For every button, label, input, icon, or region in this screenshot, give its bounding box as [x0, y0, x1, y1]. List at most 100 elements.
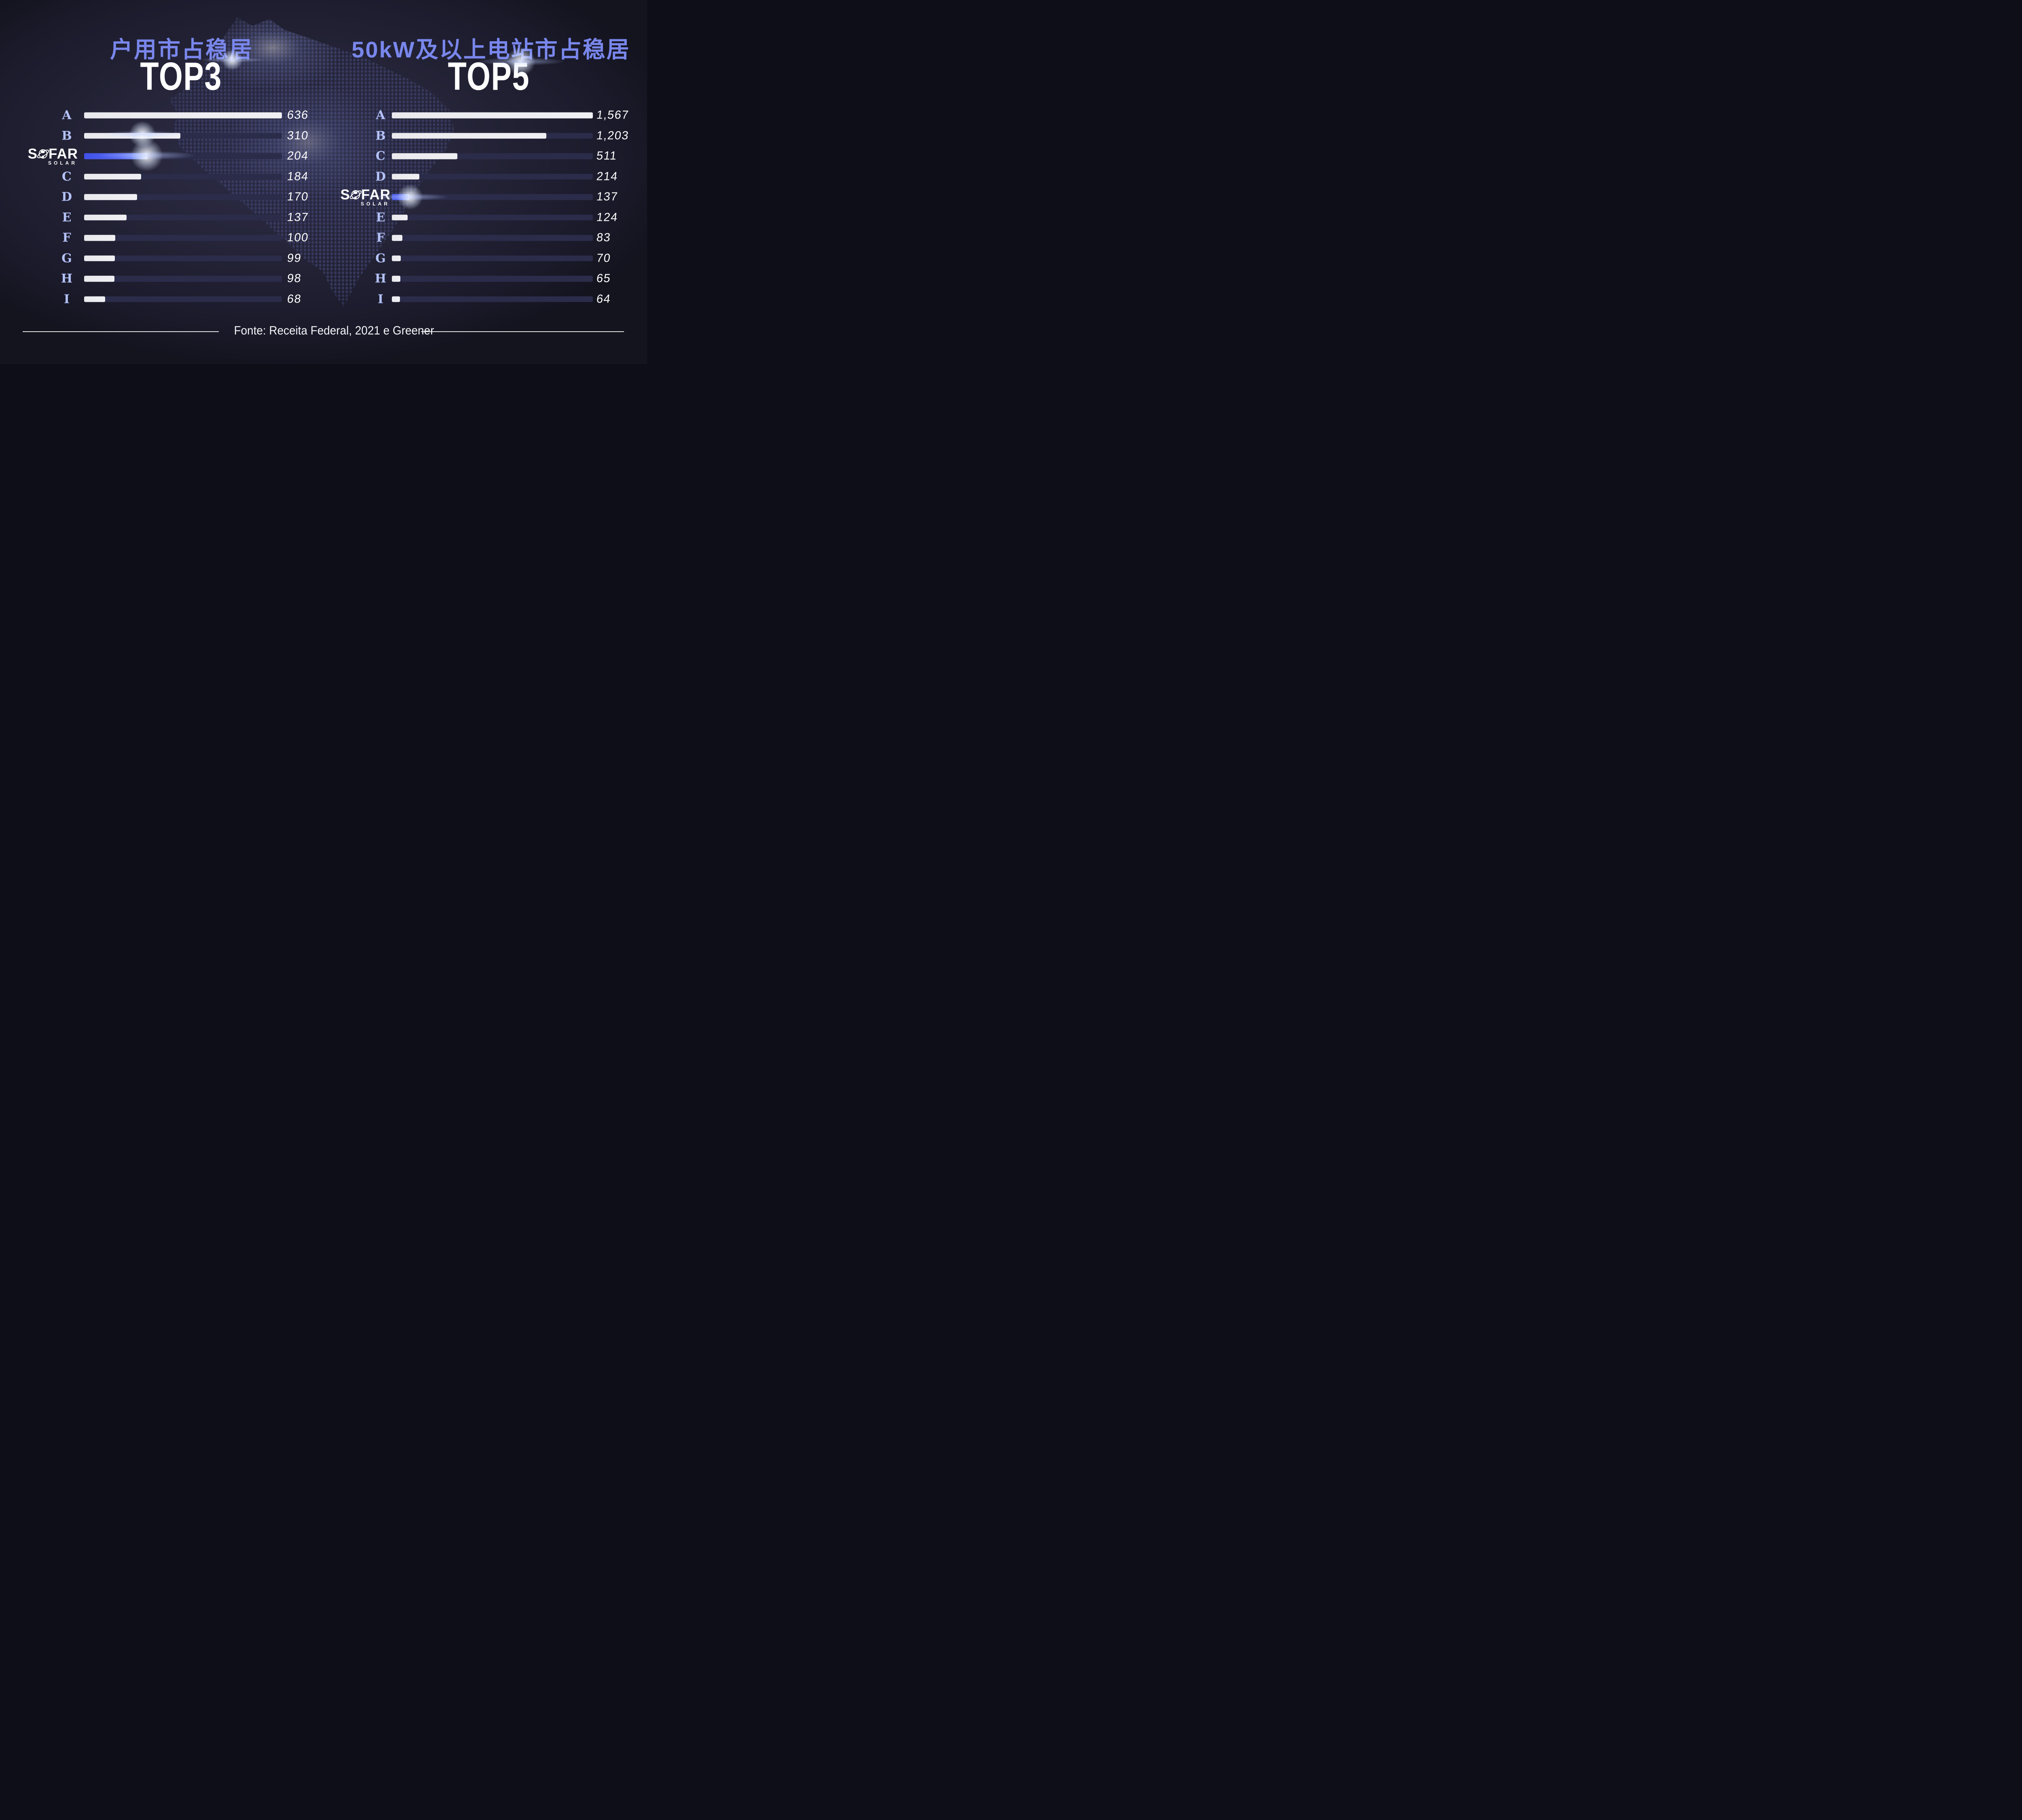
bar-label: I: [63, 292, 70, 307]
bar-row: I 64: [356, 289, 631, 310]
bar-track: [392, 296, 593, 302]
bar-value: 68: [286, 292, 302, 306]
bar-track: [84, 296, 282, 302]
bar-label: H: [374, 271, 387, 286]
bar-track: [392, 174, 593, 180]
bar-row: E 137: [39, 207, 309, 228]
footer-source: Fonte: Receita Federal, 2021 e Greener: [226, 324, 434, 338]
divider-line-right: [421, 331, 624, 332]
bar-row: I 68: [39, 289, 306, 310]
bar-row: H 98: [39, 269, 306, 289]
bar-row: C 184: [39, 167, 309, 187]
divider-line-left: [23, 331, 219, 332]
bar-track: [392, 255, 593, 261]
bar-row: D 214: [356, 167, 631, 187]
chart-left-badge-text: TOP3: [140, 54, 222, 98]
bar-fill: [392, 255, 401, 261]
bar-track: [84, 153, 282, 159]
globe-orbit-icon: [37, 149, 49, 159]
bar-track: [392, 235, 593, 241]
bar-row: C 511: [356, 146, 631, 167]
logo-letter-s: S: [340, 187, 350, 203]
bar-row: F 83: [356, 228, 631, 248]
bar-label: C: [376, 149, 385, 163]
bar-fill: [84, 174, 142, 180]
bar-track: [392, 153, 593, 159]
bar-fill: [84, 296, 106, 302]
sofar-logo-wordmark: S FAR: [329, 187, 391, 202]
bar-value: 170: [286, 190, 309, 203]
bar-value: 70: [596, 252, 612, 265]
bar-fill: [84, 112, 282, 119]
bar-track: [392, 133, 593, 139]
bar-value: 184: [286, 170, 309, 183]
sofar-solar-logo: S FAR SOLAR: [329, 187, 391, 207]
bar-fill: [392, 174, 419, 180]
bar-value: 636: [286, 108, 309, 122]
bar-track: [84, 194, 282, 200]
logo-solar-text: SOLAR: [48, 160, 77, 166]
bar-fill: [84, 276, 115, 282]
bar-label: G: [375, 251, 386, 266]
bar-fill: [84, 153, 148, 159]
bar-value: 511: [596, 149, 618, 163]
chart-stations-top5: 50kW及以上电站市占稳居 TOP5 A 1,567 B 1,203 C 511…: [341, 0, 631, 364]
chart-household-top3: 户用市占稳居 TOP3 A 636 B 310 S FAR SOLAR: [28, 0, 309, 364]
globe-orbit-icon: [349, 190, 362, 200]
bar-label: D: [61, 190, 72, 204]
bar-label: A: [376, 108, 385, 123]
bar-label: D: [375, 169, 386, 184]
bar-label: C: [62, 169, 72, 184]
bar-row: F 100: [39, 228, 309, 248]
bar-track: [84, 235, 282, 241]
bar-label: F: [376, 231, 385, 245]
bar-value: 100: [286, 231, 309, 244]
bar-row: G 70: [356, 248, 631, 269]
bar-value: 98: [286, 272, 302, 285]
bar-value: 1,203: [596, 129, 630, 142]
bar-track: [84, 214, 282, 220]
bar-value: 64: [596, 292, 612, 306]
bar-track: [392, 112, 593, 119]
bar-fill: [84, 194, 137, 200]
bar-track: [84, 174, 282, 180]
bar-fill: [84, 133, 181, 139]
sofar-solar-logo: S FAR SOLAR: [17, 146, 78, 166]
bar-track: [84, 133, 282, 139]
bar-fill: [392, 153, 458, 159]
bar-label: A: [62, 108, 72, 123]
chart-left-rows: A 636 B 310 S FAR SOLAR 204 C: [28, 105, 309, 310]
bar-fill: [84, 255, 115, 261]
chart-left-badge: TOP3: [19, 57, 343, 96]
bar-label: E: [62, 210, 72, 225]
bar-fill: [392, 276, 400, 282]
bar-fill: [392, 214, 408, 220]
bar-fill: [392, 296, 400, 302]
bar-value: 83: [596, 231, 612, 244]
bar-value: 99: [286, 252, 302, 265]
bar-value: 137: [596, 190, 619, 203]
logo-letters-far: FAR: [49, 146, 78, 162]
bar-label: H: [61, 271, 73, 286]
bar-fill: [392, 194, 410, 200]
chart-right-rows: A 1,567 B 1,203 C 511 D 214 S: [341, 105, 631, 310]
bar-label: I: [377, 292, 384, 307]
bar-value: 204: [286, 149, 309, 163]
bar-row: D 170: [39, 187, 309, 207]
logo-letters-far: FAR: [361, 187, 391, 203]
bar-fill: [84, 214, 127, 220]
bar-track: [392, 214, 593, 220]
sofar-logo-wordmark: S FAR: [17, 146, 78, 161]
bar-label: B: [375, 129, 386, 143]
bar-row: S FAR SOLAR 204: [28, 146, 309, 167]
bar-row: G 99: [39, 248, 306, 269]
bar-row: H 65: [356, 269, 631, 289]
bar-row: A 636: [39, 105, 309, 126]
bar-track: [84, 276, 282, 282]
bar-track: [392, 194, 593, 200]
bar-row: A 1,567: [356, 105, 631, 126]
bar-track: [84, 255, 282, 261]
logo-letter-s: S: [27, 146, 38, 162]
bar-track: [392, 276, 593, 282]
bar-value: 65: [596, 272, 612, 285]
